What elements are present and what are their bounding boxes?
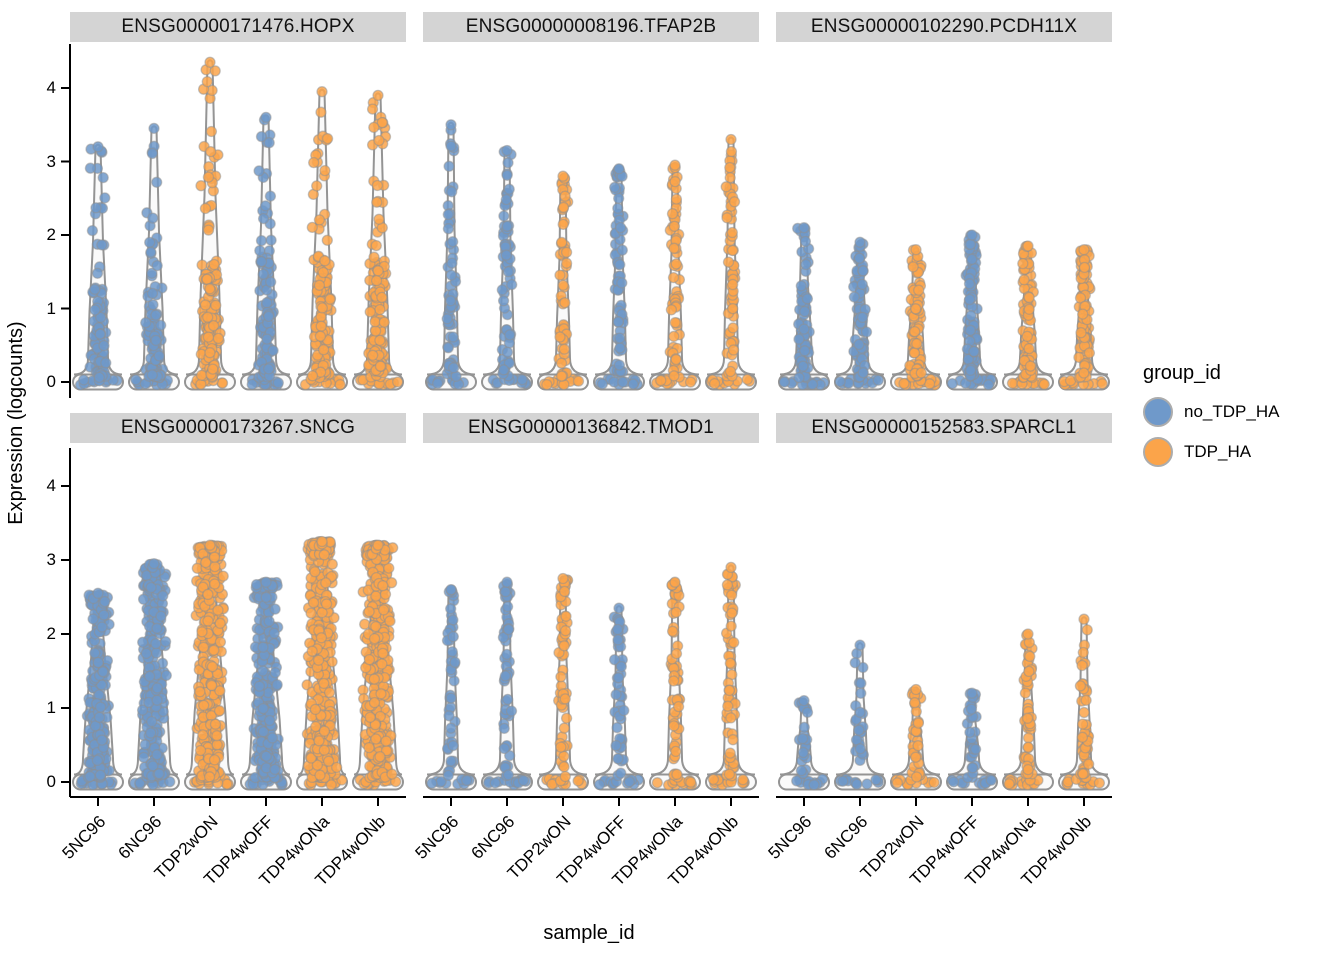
legend-item-no-tdp-ha: no_TDP_HA [1143,397,1279,427]
y-tick-label: 3 [46,550,56,569]
points-TDP4wONa [301,535,348,791]
points-TDP4wONb [354,89,404,391]
facet-ENSG00000136842.TMOD1 [425,564,757,791]
no-tdp-ha-swatch-icon [1143,397,1173,427]
points-TDP4wONb [1061,613,1106,791]
facet-points-ENSG00000102290.PCDH11X [778,222,1108,391]
points-TDP4wOFF [594,163,643,391]
tdp-ha-swatch-icon [1143,437,1173,467]
facet-ENSG00000102290.PCDH11X [778,224,1110,391]
points-5NC96 [74,141,123,391]
points-TDP4wONb [354,539,402,791]
facet-strip-pcdh11x: ENSG00000102290.PCDH11X [776,12,1112,42]
points-TDP4wONb [707,561,750,791]
facet-points-ENSG00000171476.HOPX [74,56,404,391]
points-TDP2wON [190,56,229,390]
facet-ENSG00000008196.TFAP2B [425,121,757,391]
points-TDP4wOFF [946,229,997,391]
points-5NC96 [791,694,829,791]
points-6NC96 [482,576,532,791]
jitter-points [74,56,1108,791]
facet-strip-sncg: ENSG00000173267.SNCG [70,413,406,443]
legend: group_id no_TDP_HA TDP_HA [1143,362,1279,477]
points-6NC96 [834,236,884,390]
y-tick-label: 4 [46,476,56,495]
legend-item-tdp-ha: TDP_HA [1143,437,1279,467]
points-TDP4wOFF [246,111,284,391]
points-TDP4wONa [1006,240,1050,390]
legend-label: no_TDP_HA [1184,402,1280,421]
points-6NC96 [130,122,174,391]
points-5NC96 [426,583,475,790]
points-TDP4wOFF [244,576,288,791]
points-TDP4wOFF [593,602,645,791]
facet-strip-tmod1: ENSG00000136842.TMOD1 [423,413,759,443]
facet-ENSG00000173267.SNCG [72,538,404,791]
points-5NC96 [425,119,470,390]
points-TDP2wON [538,170,585,391]
points-TDP4wONb [1058,244,1108,391]
facet-points-ENSG00000152583.SPARCL1 [791,613,1106,791]
facet-points-ENSG00000173267.SNCG [75,535,402,791]
points-TDP2wON [188,539,234,790]
y-tick-label: 2 [46,624,56,643]
points-5NC96 [75,587,118,791]
facet-strip-tfap2b: ENSG00000008196.TFAP2B [423,12,759,42]
facet-points-ENSG00000008196.TFAP2B [425,119,756,391]
points-6NC96 [834,639,884,790]
points-5NC96 [778,222,830,391]
points-TDP2wON [893,244,941,391]
points-TDP4wONa [651,576,698,791]
points-6NC96 [487,144,532,390]
y-tick-label: 1 [46,298,56,318]
points-TDP4wONa [651,159,698,390]
points-6NC96 [129,558,176,791]
x-axis-title: sample_id [543,922,635,944]
points-TDP2wON [541,572,588,790]
legend-title: group_id [1143,362,1221,384]
facet-ENSG00000171476.HOPX [72,59,404,391]
legend-label: TDP_HA [1184,442,1252,461]
points-TDP4wONb [705,133,756,391]
y-tick-label: 3 [46,151,56,171]
points-TDP4wONa [299,86,346,391]
facet-strip-sparcl1: ENSG00000152583.SPARCL1 [776,413,1112,443]
y-tick-label: 2 [46,225,56,244]
facet-strip-hopx: ENSG00000171476.HOPX [70,12,406,42]
y-tick-label: 1 [46,698,56,717]
points-TDP4wONa [1003,628,1044,791]
y-tick-label: 0 [46,372,56,391]
facet-points-ENSG00000136842.TMOD1 [426,561,750,791]
y-tick-label: 0 [46,772,56,791]
points-TDP2wON [890,683,940,791]
points-TDP4wOFF [946,687,997,791]
facet-ENSG00000152583.SPARCL1 [778,616,1110,791]
y-tick-label: 4 [46,78,56,97]
axes [61,44,1112,806]
